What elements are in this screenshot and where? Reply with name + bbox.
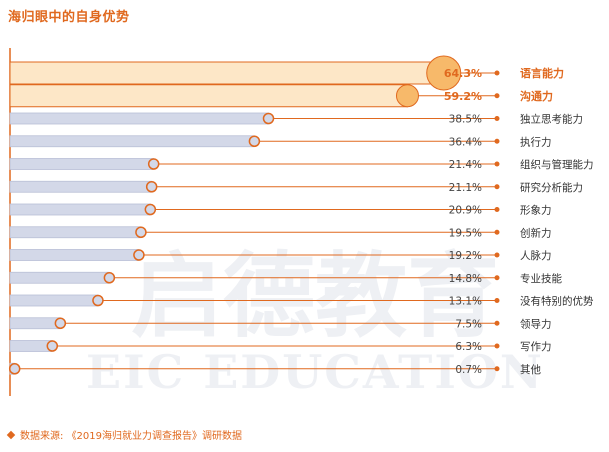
category-label: 专业技能 [520,272,562,285]
chart-title: 海归眼中的自身优势 [8,10,130,25]
bar-end-marker [395,84,419,108]
value-label: 6.3% [455,341,482,353]
category-label: 创新力 [520,226,552,239]
bar [9,112,269,125]
leader-dot [494,298,500,303]
category-label: 独立思考能力 [520,113,583,126]
bar-end-marker [92,294,104,307]
bar-row: 7.5% 领导力 [9,317,552,330]
leader-dot [494,366,500,372]
source-label: 数据来源: [20,431,64,442]
bar-row: 14.8% 专业技能 [9,271,562,285]
category-label: 沟通力 [520,89,553,103]
bar-row: 0.7% 其他 [8,363,541,376]
bar-end-marker [46,340,59,352]
bar-end-marker [248,135,261,147]
value-label: 59.2% [444,90,482,103]
leader-dot [494,343,500,349]
leader-dot [494,229,500,235]
bar-row: 36.4% 执行力 [9,135,552,148]
bar [9,180,153,193]
value-label: 36.4% [449,136,482,148]
bar-end-marker [262,112,275,125]
bar-row: 19.5% 创新力 [9,226,552,239]
value-label: 21.1% [449,182,482,194]
value-label: 13.1% [449,296,482,308]
data-source: 数据来源: 《2019海归就业力调查报告》调研数据 [6,427,243,442]
category-label: 形象力 [520,204,552,217]
leader-dot [494,138,500,144]
bar-end-marker [135,226,147,238]
value-label: 19.2% [449,250,482,262]
bar-end-marker [8,363,21,375]
category-label: 写作力 [520,340,552,353]
watermark-chinese: 启德教育 [131,243,499,350]
watermark-english: EIC EDUCATION [86,345,544,399]
value-label: 20.9% [449,205,482,217]
bar [9,226,142,239]
bar [9,61,443,85]
bar-end-marker [426,55,462,91]
bar-end-marker [147,158,160,170]
bar-row: 38.5% 独立思考能力 [9,112,583,126]
bar-end-marker [145,181,158,193]
value-label: 19.5% [449,227,482,239]
bar [9,271,110,284]
leader-dot [494,184,500,190]
value-label: 64.3% [444,67,482,80]
leader-dot [494,252,500,258]
bar-end-marker [54,317,67,329]
bar-row: 64.3% 语言能力 [9,55,564,91]
value-label: 14.8% [449,273,482,285]
bar-row: 20.9% 形象力 [9,203,552,217]
category-label: 其他 [520,363,541,376]
bar-row: 19.2% 人脉力 [9,249,552,262]
bar [9,340,53,352]
bar-row: 6.3% 写作力 [9,340,552,353]
leader-dot [494,207,500,212]
leader-dot [494,275,500,281]
leader-dot [494,320,500,326]
category-label: 组织与管理能力 [520,158,594,171]
bar [9,84,408,108]
category-label: 研究分析能力 [520,181,583,194]
bar [9,317,61,330]
diamond-bullet-icon [6,430,16,440]
bar-end-marker [144,203,157,216]
leader-dot [494,161,500,167]
value-label: 21.4% [449,159,482,171]
bar-row: 21.1% 研究分析能力 [9,180,583,194]
category-label: 执行力 [520,135,552,148]
leader-dot [494,93,500,99]
category-label: 没有特别的优势 [520,295,594,308]
bars-group: 64.3% 语言能力 59.2% 沟通力 38.5% 独立思考能力 36.4% 执行力 21.4… [8,55,594,376]
category-label: 语言能力 [520,66,564,80]
bar [9,135,255,148]
category-label: 人脉力 [520,249,552,262]
source-text: 《2019海归就业力调查报告》调研数据 [66,431,243,442]
bar-end-marker [133,249,145,261]
leader-dot [494,70,500,76]
bar-row: 59.2% 沟通力 [9,84,553,108]
bar [9,203,151,216]
bar [9,158,155,170]
category-label: 领导力 [520,317,552,330]
bar-row: 21.4% 组织与管理能力 [9,158,594,171]
bar-end-marker [103,272,116,284]
bar [9,249,140,261]
bar [9,294,99,307]
bar-row: 13.1% 没有特别的优势 [9,294,594,308]
leader-dot [494,116,500,121]
value-label: 7.5% [455,318,482,330]
value-label: 0.7% [455,364,482,376]
value-label: 38.5% [449,114,482,126]
